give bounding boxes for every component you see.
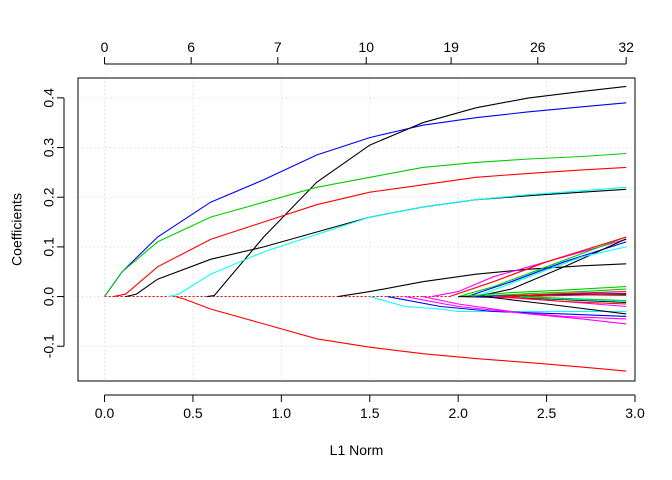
series-line-28 [484,296,627,315]
y-tick-label: 0.3 [41,138,57,158]
grid [78,78,636,381]
x-tick-label: 1.5 [360,405,380,421]
y-tick-label: 0.2 [41,187,57,207]
series-line-27 [502,296,627,305]
y-tick-label: -0.1 [41,334,57,358]
x-tick-label: 0.0 [95,405,115,421]
top-tick-label: 10 [358,39,374,55]
y-axis-left: -0.1 0.0 0.1 0.2 0.3 0.4 [41,88,65,358]
series-line-19 [458,286,627,298]
series-line-13 [475,238,627,298]
series-line-17 [387,296,627,317]
series-line-30 [520,296,627,302]
y-tick-label: 0.1 [41,237,57,257]
top-tick-label: 32 [618,39,634,55]
x-axis-bottom: 0.0 0.5 1.0 1.5 2.0 2.5 3.0 [95,394,645,421]
series-line-12 [466,241,627,298]
series-line-1 [104,102,627,297]
series-line-11 [458,236,627,298]
series-line-14 [449,236,627,298]
top-tick-label: 6 [187,39,195,55]
y-tick-label: 0.0 [41,287,57,307]
series-line-20 [475,288,627,298]
y-tick-label: 0.4 [41,88,57,108]
top-tick-label: 7 [274,39,282,55]
x-tick-label: 3.0 [625,405,645,421]
series-line-7 [175,296,627,372]
series-line-8 [337,263,627,298]
x-axis-top: 0 6 7 10 19 26 32 [101,39,634,65]
series-line-29 [511,293,627,298]
series-line-6 [168,186,627,298]
series-line-9 [369,296,627,313]
x-tick-label: 2.5 [537,405,557,421]
plot-border [77,77,636,382]
top-tick-label: 0 [101,39,109,55]
series-line-3 [104,152,627,297]
x-tick-label: 1.0 [272,405,292,421]
x-tick-label: 2.0 [448,405,468,421]
series-line-18 [404,296,627,325]
series-line-15 [475,246,627,298]
top-tick-label: 19 [443,39,459,55]
series-line-2 [207,85,627,298]
y-axis-title: Coefficients [9,193,25,266]
x-axis-title: L1 Norm [330,442,384,458]
series-group [104,85,627,372]
series-line-4 [113,166,627,298]
x-tick-label: 0.5 [183,405,203,421]
series-line-5 [125,188,627,298]
top-tick-label: 26 [530,39,546,55]
series-line-24 [493,291,627,298]
